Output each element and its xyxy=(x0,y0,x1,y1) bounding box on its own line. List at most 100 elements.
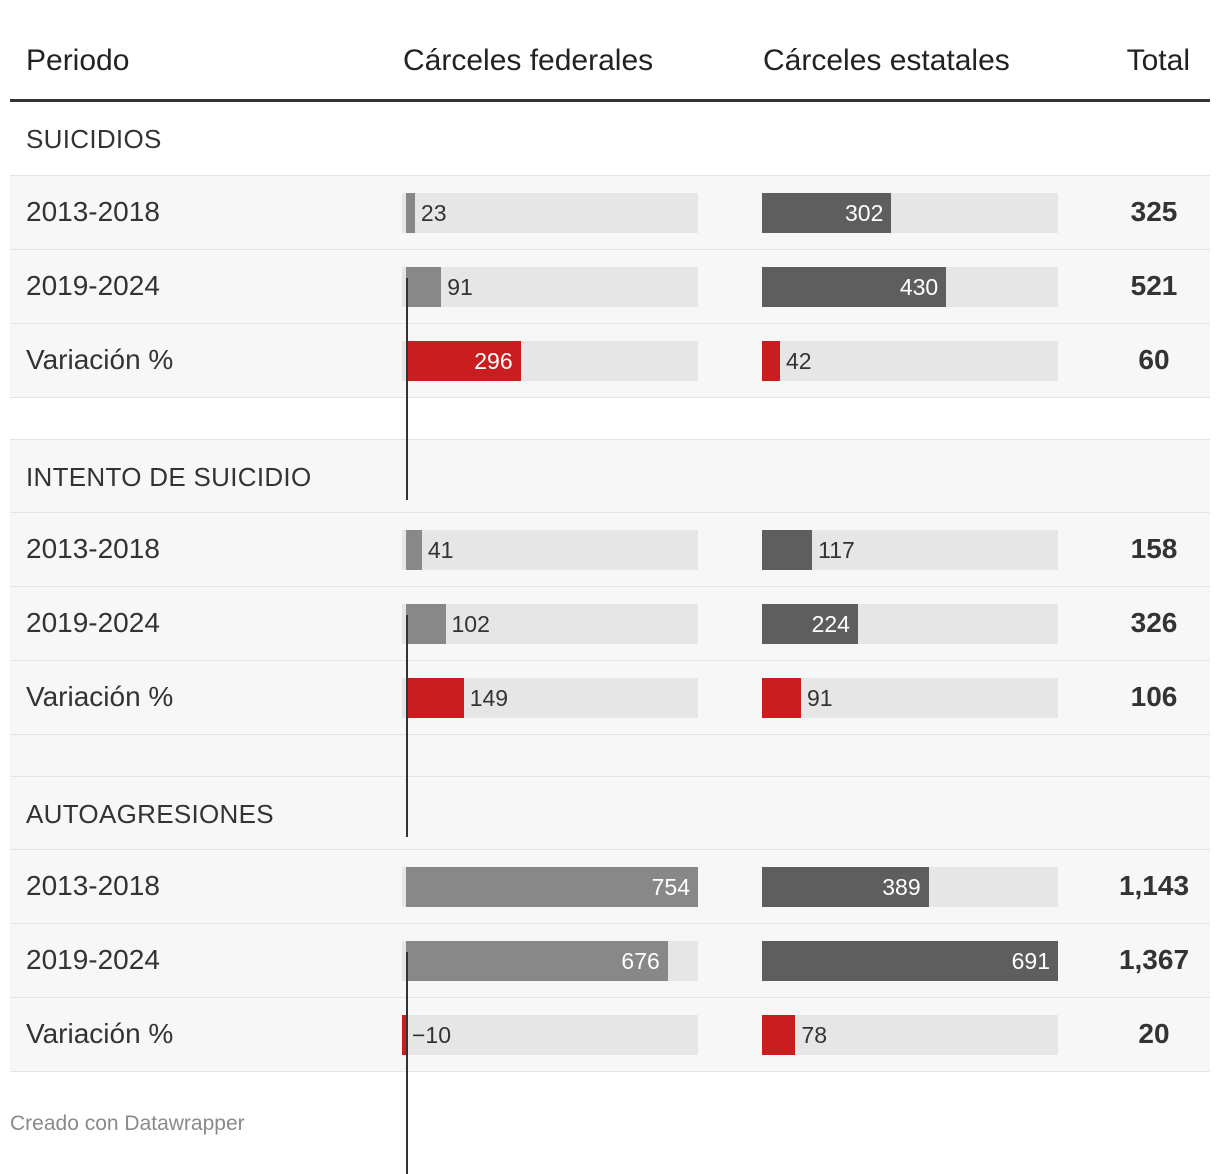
section-title: SUICIDIOS xyxy=(26,124,162,154)
federal-bar xyxy=(406,267,442,307)
federal-bar xyxy=(406,678,464,718)
state-bar-track: 91 xyxy=(762,678,1058,718)
table-row: 2019-2024 102 224 326 xyxy=(10,587,1210,661)
federal-value-label: 149 xyxy=(469,685,509,711)
row-period: Variación % xyxy=(26,681,174,712)
row-total: 1,143 xyxy=(1118,870,1190,901)
federal-bar-track: −10 xyxy=(402,1015,698,1055)
header-period: Periodo xyxy=(26,44,130,77)
state-value-label: 389 xyxy=(882,874,921,900)
table-row: Variación % −10 78 20 xyxy=(10,998,1210,1072)
state-bar-track: 389 xyxy=(762,867,1058,907)
section-title-row: INTENTO DE SUICIDIO xyxy=(10,439,1210,513)
federal-bar xyxy=(406,941,668,981)
federal-bar-track: 754 xyxy=(402,867,698,907)
table-row: Variación % 296 42 60 xyxy=(10,324,1210,398)
state-value-label: 224 xyxy=(811,611,850,637)
data-table: Periodo Cárceles federales Cárceles esta… xyxy=(10,0,1210,1174)
row-total: 325 xyxy=(1130,196,1178,227)
federal-value-label: 23 xyxy=(420,200,447,226)
section-spacer xyxy=(10,398,1210,439)
table-row: Variación % 149 91 106 xyxy=(10,661,1210,735)
table-row: 2019-2024 91 430 521 xyxy=(10,250,1210,324)
state-bar xyxy=(762,193,892,233)
federal-bar xyxy=(406,530,422,570)
federal-bar-track: 102 xyxy=(402,604,698,644)
state-bar-track: 117 xyxy=(762,530,1058,570)
federal-bar xyxy=(406,193,415,233)
state-bar xyxy=(762,678,801,718)
state-value-label: 691 xyxy=(1011,948,1050,974)
row-total: 106 xyxy=(1130,681,1178,712)
state-value-label: 42 xyxy=(785,348,812,374)
table-row: 2013-2018 754 389 1,143 xyxy=(10,850,1210,924)
row-period: Variación % xyxy=(26,1018,174,1049)
header-federal: Cárceles federales xyxy=(403,44,654,77)
section-spacer xyxy=(10,735,1210,776)
row-total: 521 xyxy=(1130,270,1178,301)
federal-value-label: −10 xyxy=(412,1022,452,1048)
row-period: 2019-2024 xyxy=(26,944,160,975)
state-bar-track: 42 xyxy=(762,341,1058,381)
row-total: 20 xyxy=(1138,1018,1170,1049)
state-bar xyxy=(762,941,1058,981)
row-period: 2013-2018 xyxy=(26,533,160,564)
federal-bar xyxy=(402,1015,406,1055)
table-header: Periodo Cárceles federales Cárceles esta… xyxy=(10,0,1210,102)
state-bar xyxy=(762,1015,796,1055)
state-bar-track: 78 xyxy=(762,1015,1058,1055)
federal-bar-track: 296 xyxy=(402,341,698,381)
federal-zero-axis xyxy=(406,278,408,500)
state-bar-track: 430 xyxy=(762,267,1058,307)
federal-bar-track: 149 xyxy=(402,678,698,718)
table-row: 2019-2024 676 691 1,367 xyxy=(10,924,1210,998)
section-title: INTENTO DE SUICIDIO xyxy=(26,462,312,492)
federal-zero-axis xyxy=(406,952,408,1174)
federal-value-label: 754 xyxy=(651,874,690,900)
table-body: SUICIDIOS 2013-2018 23 302 325 2019-2024 91 430… xyxy=(10,102,1210,1072)
state-bar xyxy=(762,341,780,381)
state-bar-track: 691 xyxy=(762,941,1058,981)
state-value-label: 78 xyxy=(801,1022,827,1048)
row-total: 326 xyxy=(1130,607,1178,638)
row-total: 158 xyxy=(1130,533,1178,564)
federal-bar-track: 676 xyxy=(402,941,698,981)
header-state: Cárceles estatales xyxy=(763,44,1010,77)
table-row: 2013-2018 41 117 158 xyxy=(10,513,1210,587)
state-value-label: 91 xyxy=(806,685,833,711)
federal-bar-track: 41 xyxy=(402,530,698,570)
section-title-row: AUTOAGRESIONES xyxy=(10,776,1210,850)
row-period: 2013-2018 xyxy=(26,870,160,901)
federal-value-label: 102 xyxy=(451,611,490,637)
federal-bar xyxy=(406,867,698,907)
state-bar xyxy=(762,604,858,644)
row-period: Variación % xyxy=(26,344,174,375)
row-total: 60 xyxy=(1138,344,1170,375)
state-value-label: 117 xyxy=(818,537,855,563)
state-bar xyxy=(762,867,929,907)
federal-value-label: 41 xyxy=(427,537,454,563)
section-title: AUTOAGRESIONES xyxy=(26,799,274,829)
row-period: 2019-2024 xyxy=(26,607,160,638)
federal-bar-track: 91 xyxy=(402,267,698,307)
state-bar-track: 224 xyxy=(762,604,1058,644)
federal-value-label: 296 xyxy=(474,348,513,374)
credit-footer: Creado con Datawrapper xyxy=(10,1112,245,1135)
row-period: 2019-2024 xyxy=(26,270,160,301)
row-total: 1,367 xyxy=(1118,944,1190,975)
state-bar xyxy=(762,267,947,307)
state-bar xyxy=(762,530,813,570)
section-title-row: SUICIDIOS xyxy=(10,102,1210,176)
federal-bar xyxy=(406,604,446,644)
federal-value-label: 91 xyxy=(447,274,473,300)
federal-bar xyxy=(406,341,521,381)
table-row: 2013-2018 23 302 325 xyxy=(10,176,1210,250)
state-bar-track: 302 xyxy=(762,193,1058,233)
row-period: 2013-2018 xyxy=(26,196,160,227)
state-value-label: 302 xyxy=(845,200,884,226)
federal-zero-axis xyxy=(406,615,408,837)
federal-value-label: 676 xyxy=(621,948,660,974)
federal-bar-track: 23 xyxy=(402,193,698,233)
state-value-label: 430 xyxy=(899,274,939,300)
header-total: Total xyxy=(1126,44,1190,77)
